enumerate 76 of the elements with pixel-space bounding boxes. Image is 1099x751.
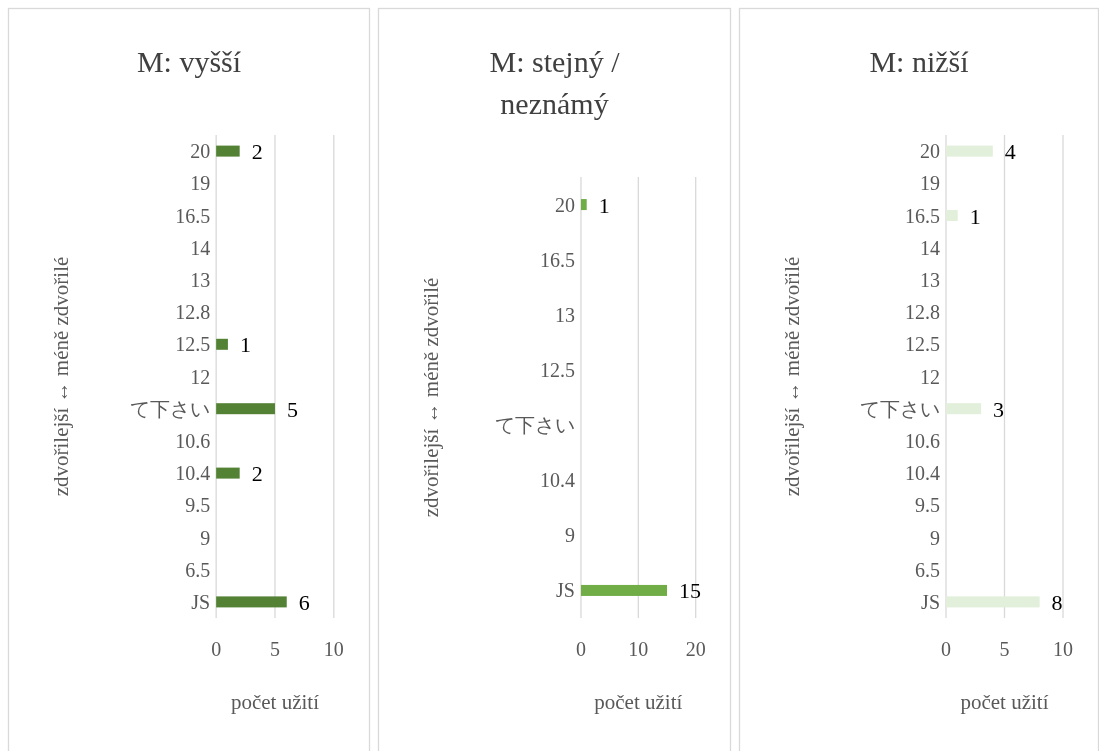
y-tick-label: 10.6 — [905, 429, 940, 452]
bar — [946, 403, 982, 415]
y-tick-label: JS — [191, 590, 211, 613]
y-tick-label: て下さい — [494, 414, 575, 437]
y-tick-label: 10.6 — [175, 429, 211, 452]
y-tick-label: JS — [921, 590, 940, 613]
y-axis-title: zdvořilejší ↔ méně zdvořilé — [419, 277, 443, 518]
x-tick-label: 5 — [999, 638, 1010, 660]
bar — [946, 145, 993, 157]
bar — [216, 338, 228, 350]
y-tick-label: 12.8 — [175, 301, 211, 324]
chart-title: M: nižší — [869, 45, 970, 78]
y-tick-label: 12.5 — [175, 333, 211, 356]
x-tick-label: 10 — [323, 638, 344, 660]
y-tick-label: 9.5 — [185, 494, 211, 517]
y-tick-label: 9 — [200, 526, 211, 549]
data-label: 15 — [679, 578, 702, 604]
x-tick-label: 0 — [575, 638, 586, 660]
bar — [216, 596, 287, 608]
y-tick-label: JS — [556, 579, 575, 602]
y-tick-label: 16.5 — [539, 248, 575, 271]
y-tick-label: 6.5 — [185, 558, 211, 581]
bar — [216, 403, 275, 415]
data-label: 5 — [286, 396, 298, 422]
x-tick-label: 0 — [941, 638, 951, 660]
y-tick-label: 12.5 — [539, 358, 575, 381]
x-tick-label: 0 — [211, 638, 222, 660]
y-tick-label: 20 — [554, 193, 575, 216]
data-label: 1 — [969, 203, 981, 229]
data-label: 4 — [1004, 139, 1016, 165]
data-label: 2 — [251, 461, 263, 487]
data-label: 1 — [239, 332, 251, 358]
chart-title: M: vyšší — [136, 45, 242, 78]
x-tick-label: 10 — [1053, 638, 1073, 660]
y-tick-label: て下さい — [130, 397, 211, 420]
y-tick-label: 13 — [920, 268, 940, 291]
x-axis-title: počet užití — [594, 690, 683, 714]
data-label: 1 — [598, 192, 610, 218]
y-axis-title: zdvořilejší ↔ méně zdvořilé — [780, 256, 804, 497]
y-tick-label: 12 — [190, 365, 211, 388]
y-tick-label: 10.4 — [175, 462, 211, 485]
y-tick-label: 13 — [554, 303, 575, 326]
x-tick-label: 20 — [685, 638, 706, 660]
y-tick-label: 16.5 — [175, 204, 211, 227]
y-tick-label: 13 — [190, 268, 211, 291]
y-tick-label: 12 — [920, 365, 940, 388]
y-tick-label: 6.5 — [915, 558, 940, 581]
y-tick-label: て下さい — [860, 397, 940, 420]
y-tick-label: 9 — [930, 526, 940, 549]
x-tick-label: 5 — [269, 638, 280, 660]
y-tick-label: 9 — [564, 524, 575, 547]
bar — [946, 596, 1040, 608]
y-axis-title: zdvořilejší ↔ méně zdvořilé — [49, 256, 73, 497]
bar — [216, 145, 240, 157]
data-label: 6 — [298, 589, 310, 615]
y-tick-label: 12.8 — [905, 301, 940, 324]
x-tick-label: 10 — [628, 638, 649, 660]
bar — [216, 467, 240, 479]
x-axis-title: počet užití — [960, 690, 1049, 714]
data-label: 8 — [1051, 589, 1063, 615]
y-tick-label: 16.5 — [905, 204, 940, 227]
y-tick-label: 14 — [920, 236, 940, 259]
y-tick-label: 10.4 — [539, 469, 575, 492]
y-tick-label: 10.4 — [905, 462, 940, 485]
x-axis-title: počet užití — [230, 690, 320, 714]
y-tick-label: 20 — [920, 140, 940, 163]
chart-title: M: stejný / neznámý — [489, 45, 621, 120]
bar — [946, 210, 958, 221]
y-tick-label: 9.5 — [915, 494, 940, 517]
y-tick-label: 19 — [190, 172, 211, 195]
y-tick-label: 19 — [920, 172, 940, 195]
data-label: 3 — [993, 396, 1005, 422]
y-tick-label: 20 — [190, 140, 211, 163]
data-label: 2 — [251, 139, 263, 165]
y-tick-label: 12.5 — [905, 333, 940, 356]
y-tick-label: 14 — [190, 236, 211, 259]
